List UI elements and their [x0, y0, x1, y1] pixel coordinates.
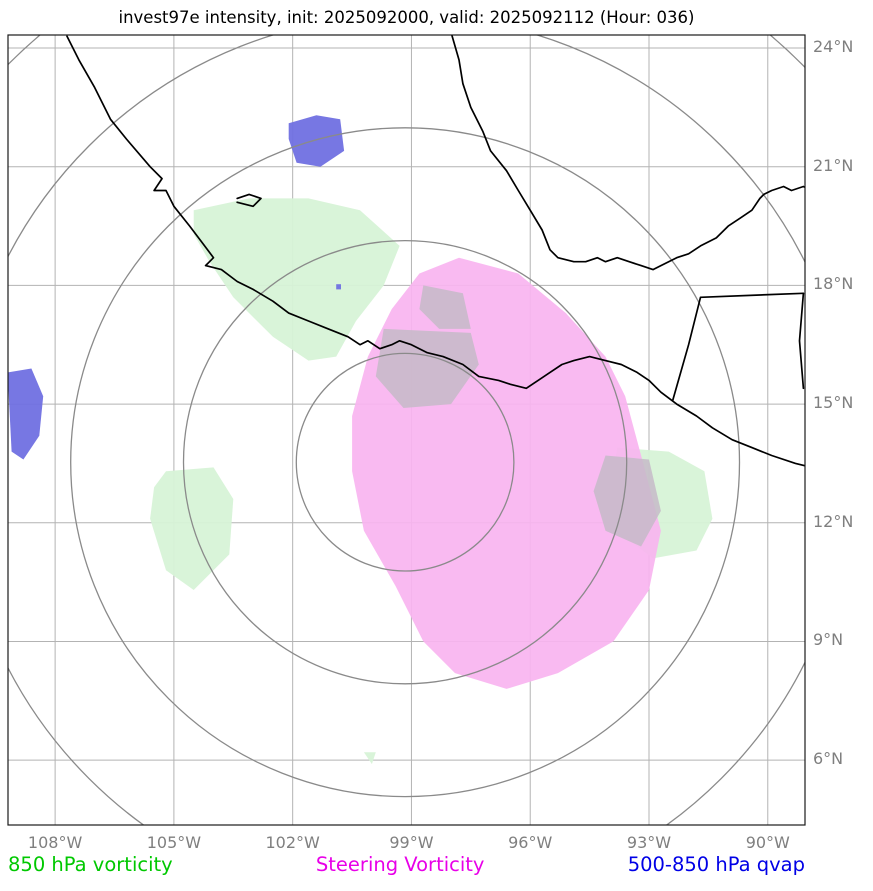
lon-tick-label: 105°W [146, 833, 202, 852]
range-ring [295, 352, 515, 572]
legend-item: Steering Vorticity [315, 853, 485, 876]
plot-frame [7, 34, 806, 826]
range-ring [182, 239, 628, 685]
qvap-region [8, 368, 44, 460]
legend-item: 500-850 hPa qvap [627, 853, 805, 876]
page-title: invest97e intensity, init: 2025092000, v… [118, 8, 695, 27]
lat-tick-label: 21°N [813, 155, 854, 175]
lon-tick-label: 96°W [508, 833, 553, 852]
coastline [66, 35, 805, 467]
legend-item: 850 hPa vorticity [8, 853, 173, 876]
lat-tick-label: 15°N [813, 393, 854, 413]
lat-tick-label: 12°N [813, 511, 854, 531]
qvap-region [336, 284, 341, 290]
lat-tick-label: 6°N [813, 749, 844, 769]
overlap-region [375, 328, 479, 408]
lon-tick-label: 93°W [626, 833, 672, 852]
coastline [450, 35, 805, 271]
lon-tick-label: 108°W [27, 833, 83, 852]
lon-tick-label: 99°W [389, 833, 434, 852]
lat-tick-label: 18°N [813, 274, 854, 294]
lon-tick-label: 90°W [745, 833, 790, 852]
lon-tick-label: 102°W [265, 833, 320, 852]
range-ring [70, 127, 741, 798]
coastline [671, 292, 805, 401]
overlap-region [593, 455, 661, 547]
vorticity_850-region [363, 752, 376, 765]
coastline [798, 292, 805, 390]
vorticity_850-region [150, 467, 234, 590]
vorticity_850-region [193, 198, 400, 361]
coastline [236, 193, 262, 208]
lat-tick-label: 24°N [813, 37, 854, 57]
legend: 850 hPa vorticity Steering Vorticity 500-8… [8, 853, 805, 876]
overlap-region [419, 285, 471, 329]
qvap-region [288, 115, 345, 167]
lat-tick-label: 9°N [813, 630, 844, 650]
